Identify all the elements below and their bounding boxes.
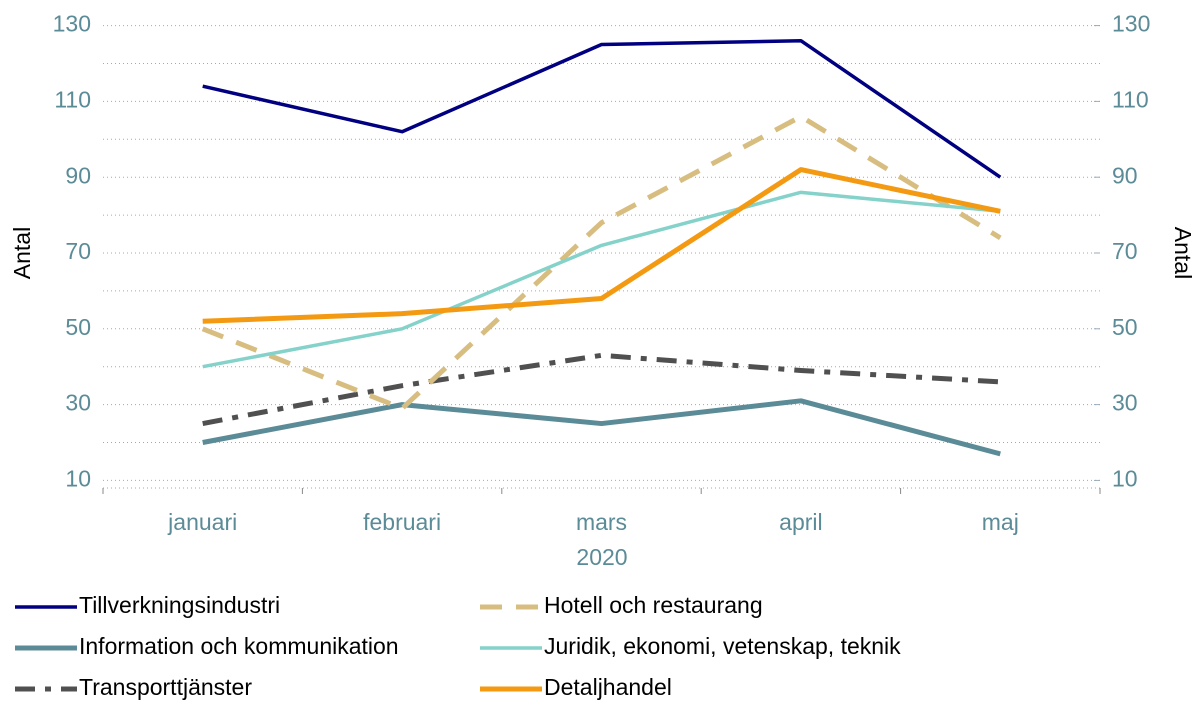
x-tick-label: februari <box>363 509 441 535</box>
line-series <box>202 190 1001 369</box>
x-axis-label: 2020 <box>576 544 627 570</box>
legend-label: Tillverkningsindustri <box>79 592 280 618</box>
y-tick-label: 50 <box>65 314 91 340</box>
y2-axis-label: Antal <box>1170 227 1196 279</box>
y-tick-label: 90 <box>65 162 91 188</box>
y2-tick-label: 130 <box>1112 11 1150 37</box>
y2-tick-label: 110 <box>1112 86 1149 112</box>
y-tick-label: 30 <box>65 390 91 416</box>
line-series <box>202 38 1002 179</box>
legend-label: Juridik, ekonomi, vetenskap, teknik <box>544 633 901 659</box>
y2-tick-label: 90 <box>1112 162 1138 188</box>
line-series <box>201 114 1002 411</box>
y-tick-label: 10 <box>65 465 91 491</box>
legend-label: Detaljhandel <box>544 674 672 700</box>
legend-label: Transporttjänster <box>79 674 252 700</box>
x-tick-label: mars <box>576 509 627 535</box>
y2-tick-label: 10 <box>1112 465 1138 491</box>
legend-label: Hotell och restaurang <box>544 592 763 618</box>
y2-tick-label: 70 <box>1112 238 1138 264</box>
line-series <box>202 352 1001 427</box>
y-axis-label: Antal <box>9 227 35 279</box>
legend-label: Information och kommunikation <box>79 633 399 659</box>
y-tick-label: 110 <box>54 86 91 112</box>
y-tick-label: 70 <box>65 238 91 264</box>
line-series <box>202 167 1001 324</box>
line-series <box>202 398 1001 457</box>
y-tick-label: 130 <box>53 11 91 37</box>
x-tick-label: maj <box>982 509 1019 535</box>
x-tick-label: april <box>779 509 822 535</box>
x-tick-label: januari <box>167 509 237 535</box>
y2-tick-label: 30 <box>1112 390 1138 416</box>
y2-tick-label: 50 <box>1112 314 1138 340</box>
